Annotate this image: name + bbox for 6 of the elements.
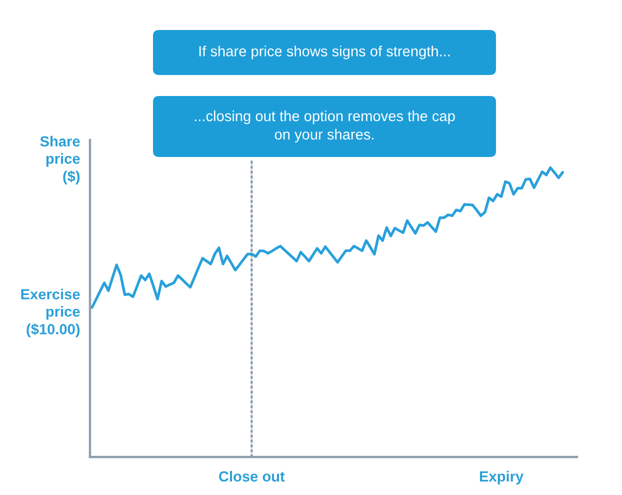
y-axis-title: Share price ($) [40, 136, 80, 184]
x-tick-label: Close out [219, 470, 285, 482]
x-tick-label: Expiry [480, 470, 524, 484]
text: Exercise price ($10.00) [21, 288, 80, 338]
chart-subtitle: ...closing out the option removes the cap on your shares. [194, 110, 455, 142]
chart-title: If share price shows signs of strength... [199, 46, 450, 60]
